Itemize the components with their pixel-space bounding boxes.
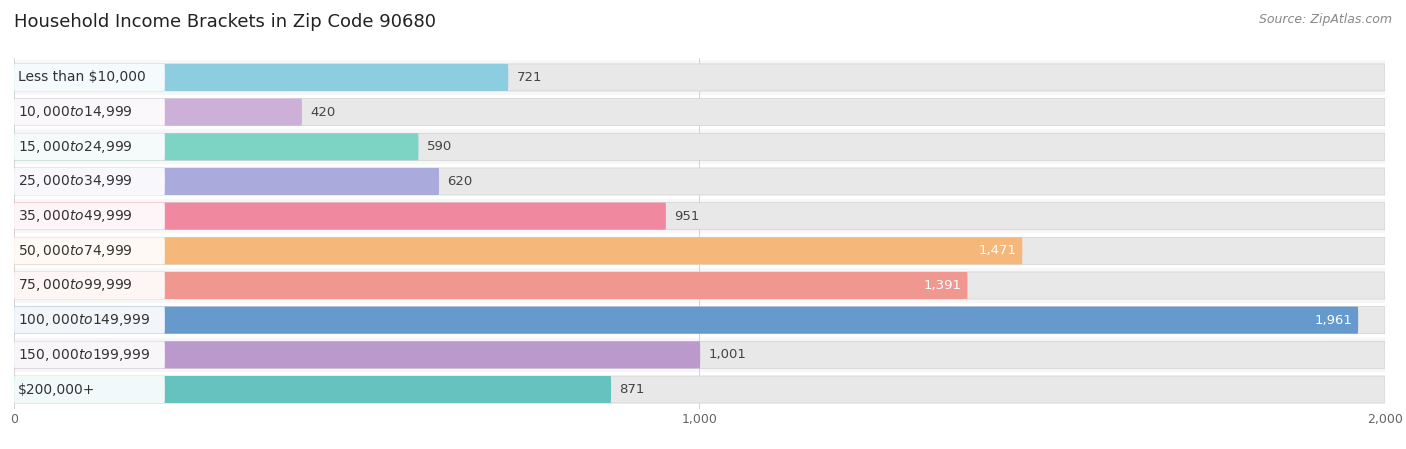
Text: 620: 620 [447,175,472,188]
Bar [14,95,1385,129]
Text: Household Income Brackets in Zip Code 90680: Household Income Brackets in Zip Code 90… [14,13,436,31]
FancyBboxPatch shape [14,341,1385,368]
Bar [14,199,1385,233]
Text: $35,000 to $49,999: $35,000 to $49,999 [18,208,132,224]
Text: $150,000 to $199,999: $150,000 to $199,999 [18,347,150,363]
FancyBboxPatch shape [14,341,165,368]
Text: 1,961: 1,961 [1315,314,1353,327]
FancyBboxPatch shape [14,272,1385,299]
FancyBboxPatch shape [14,307,1385,334]
FancyBboxPatch shape [14,133,419,160]
Text: $15,000 to $24,999: $15,000 to $24,999 [18,139,132,155]
FancyBboxPatch shape [14,376,1385,403]
FancyBboxPatch shape [14,202,1385,230]
Text: 590: 590 [426,140,451,153]
FancyBboxPatch shape [14,237,165,264]
FancyBboxPatch shape [14,64,1385,91]
FancyBboxPatch shape [14,341,700,368]
FancyBboxPatch shape [14,64,165,91]
Bar [14,233,1385,268]
FancyBboxPatch shape [14,272,967,299]
Text: 721: 721 [516,71,541,84]
Text: $100,000 to $149,999: $100,000 to $149,999 [18,312,150,328]
Bar [14,60,1385,95]
Text: 1,471: 1,471 [979,244,1017,257]
FancyBboxPatch shape [14,202,165,230]
FancyBboxPatch shape [14,99,165,126]
Text: Source: ZipAtlas.com: Source: ZipAtlas.com [1258,13,1392,26]
Bar [14,303,1385,338]
FancyBboxPatch shape [14,133,165,160]
Text: Less than $10,000: Less than $10,000 [18,70,146,84]
Bar [14,129,1385,164]
Text: $75,000 to $99,999: $75,000 to $99,999 [18,277,132,294]
FancyBboxPatch shape [14,237,1022,264]
FancyBboxPatch shape [14,307,1358,334]
Text: 1,001: 1,001 [709,348,747,361]
FancyBboxPatch shape [14,376,612,403]
Bar [14,372,1385,407]
FancyBboxPatch shape [14,307,165,334]
FancyBboxPatch shape [14,376,165,403]
Bar [14,268,1385,303]
FancyBboxPatch shape [14,168,439,195]
FancyBboxPatch shape [14,99,302,126]
Text: 871: 871 [619,383,645,396]
FancyBboxPatch shape [14,237,1385,264]
Bar [14,338,1385,372]
Text: $200,000+: $200,000+ [18,383,96,396]
FancyBboxPatch shape [14,64,508,91]
Text: 1,391: 1,391 [924,279,962,292]
FancyBboxPatch shape [14,99,1385,126]
Text: $10,000 to $14,999: $10,000 to $14,999 [18,104,132,120]
FancyBboxPatch shape [14,168,1385,195]
Text: 951: 951 [673,210,700,223]
FancyBboxPatch shape [14,202,666,230]
Bar [14,164,1385,199]
FancyBboxPatch shape [14,272,165,299]
FancyBboxPatch shape [14,168,165,195]
Text: $25,000 to $34,999: $25,000 to $34,999 [18,173,132,189]
FancyBboxPatch shape [14,133,1385,160]
Text: 420: 420 [311,106,336,119]
Text: $50,000 to $74,999: $50,000 to $74,999 [18,243,132,259]
